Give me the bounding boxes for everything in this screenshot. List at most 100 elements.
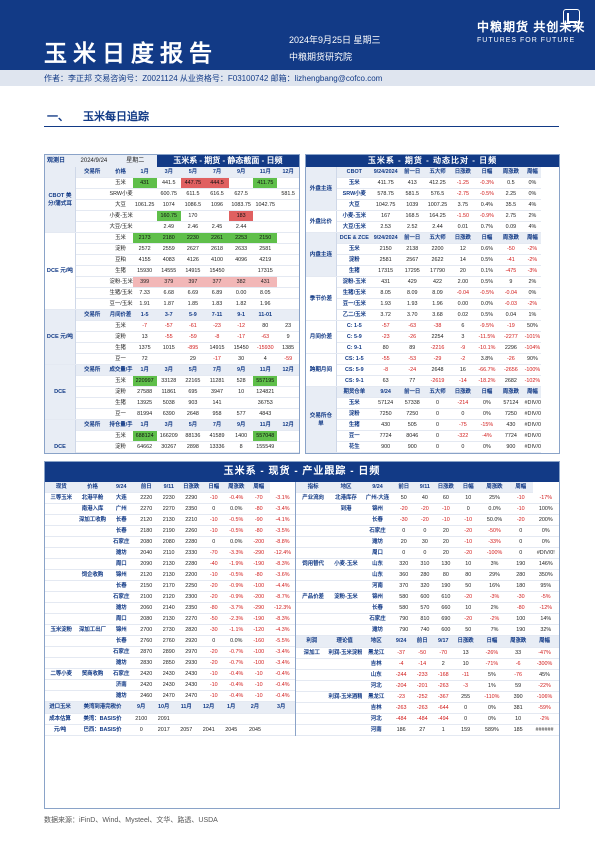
table-cell: -10.1% <box>475 342 499 355</box>
table-cell: -29 <box>424 353 451 366</box>
row-label: 深加工收购 <box>77 514 108 527</box>
table-cell: -9.5% <box>475 320 499 333</box>
table-cell: 30 <box>229 353 254 366</box>
column-header: 地区 <box>361 636 391 648</box>
row-label <box>296 525 331 538</box>
row-label <box>75 254 109 267</box>
table-cell: 6.89 <box>204 287 230 300</box>
table-cell: -0.4% <box>225 492 248 505</box>
table-cell: -244 <box>390 669 412 681</box>
table-cell: 2.44 <box>424 221 451 234</box>
table-row: 河北 -204 -201 -263 -3 1% 59 -22% <box>296 680 559 692</box>
table-cell: 60 <box>435 492 457 505</box>
table-cell: 1015 <box>156 342 181 355</box>
section-heading: 一、 玉米每日追踪 <box>47 108 149 124</box>
row-label <box>75 452 109 453</box>
table-cell: -57 <box>156 320 181 333</box>
row-group-label: 月间价差 <box>306 320 337 355</box>
table-cell: -3% <box>523 265 542 278</box>
table-row: 豆一 7724 8046 0 -322 -4% 7724 #DIV/0! <box>306 430 559 443</box>
table-cell: 146% <box>532 558 559 571</box>
row-label: 大豆/玉米 <box>336 221 372 234</box>
observe-date-row: 观测日 2024/9/24 星期二 玉米系 - 期货 - 静态截面 - 日频 <box>45 155 299 167</box>
table-cell: 0% <box>475 408 499 421</box>
table-cell: 1074 <box>156 199 181 212</box>
table-cell: 10 <box>456 492 481 505</box>
table-cell <box>132 210 157 223</box>
table-cell: 50 <box>393 492 415 505</box>
row-label <box>75 342 109 355</box>
table-cell: 10 <box>456 558 481 571</box>
table-cell: -80 <box>247 525 270 538</box>
table-row: 周口 2080 2130 2270 -50 -2.3% -190 -8.3% <box>45 613 295 626</box>
table-cell <box>277 309 299 322</box>
table-cell: 15450 <box>229 342 254 355</box>
table-cell: -59 <box>277 353 299 366</box>
table-cell: -895 <box>180 342 205 355</box>
table-row: 外盘比价 小麦-玉米 167 168.5 164.25 -1.50 -0.9% 2.75 2% <box>306 210 559 234</box>
table-cell: 小麦-玉米 <box>108 210 133 223</box>
table-cell: 前一日 <box>399 167 425 179</box>
table-cell: -17 <box>229 331 254 344</box>
table-cell: 160.75 <box>156 210 181 223</box>
column-header: 11月 <box>175 702 198 714</box>
table-cell: 1.87 <box>156 298 181 311</box>
table-cell: 1.85 <box>180 298 205 311</box>
table-row: CS: 5-9 -8 -24 2648 16 -66.7% -2656 -100% <box>306 364 559 377</box>
table-cell: -100 <box>247 657 270 670</box>
table-cell: 14 <box>450 254 476 267</box>
table-cell: -23 <box>371 331 400 344</box>
row-label <box>330 525 362 538</box>
table-cell: -190 <box>247 558 270 571</box>
section-number: 一、 <box>47 111 69 123</box>
table-cell: 190 <box>508 624 533 637</box>
table-cell: -263 <box>432 680 454 692</box>
table-cell: -3.7% <box>225 602 248 615</box>
table-cell: 5% <box>477 669 507 681</box>
table-cell: 周幅 <box>523 386 542 399</box>
author-bar: 作者：李正邦 交易咨询号：Z0021124 从业资格号：F03100742 邮箱… <box>0 70 595 86</box>
table-cell: -23 <box>204 320 230 333</box>
row-label <box>75 353 109 366</box>
table-cell: -10 <box>202 690 225 703</box>
table-cell: -0.4% <box>225 668 248 681</box>
table-cell: 20 <box>435 536 457 549</box>
column-header: 周幅 <box>508 482 533 494</box>
table-cell: 3月 <box>156 419 181 432</box>
row-label <box>75 375 109 388</box>
row-label <box>330 547 362 560</box>
table-row: 玉米 431 441.5 447.75 444.5 411.75 <box>45 177 299 190</box>
table-cell: 1086.5 <box>180 199 205 212</box>
table-cell: 1月 <box>132 419 157 432</box>
table-cell: -10 <box>435 503 457 516</box>
table-cell: 447.75 <box>180 177 205 190</box>
table-cell: 2080 <box>135 536 158 549</box>
table-cell: 0% <box>523 188 542 201</box>
table-cell: 900 <box>371 441 400 453</box>
table-cell: 1 <box>432 724 454 736</box>
table-cell: -20 <box>508 514 533 527</box>
table-cell: 0.0% <box>225 503 248 516</box>
table-cell: 2350 <box>180 602 203 615</box>
row-label <box>75 430 109 443</box>
table-cell: 50 <box>456 580 481 593</box>
table-cell: 0 <box>450 408 476 421</box>
table-row: 玉米 -7 -57 -61 -23 -12 80 23 <box>45 320 299 333</box>
table-cell: -3.4% <box>270 646 295 659</box>
table-cell <box>277 232 299 245</box>
row-group-label: 交易所仓单 <box>306 386 337 453</box>
column-header: 9/24 <box>390 636 412 648</box>
table-row: 长春 2760 2760 2920 0 0.0% -160 -5.5% <box>45 635 295 648</box>
table-cell: -10 <box>202 525 225 538</box>
table-cell: 9/24/2024 <box>371 167 400 179</box>
table-cell: 444.5 <box>204 177 230 190</box>
table-row: 小麦-玉米 160.75 170 183 <box>45 210 299 223</box>
table-cell: 80 <box>435 569 457 582</box>
row-label: 吉林 <box>361 702 391 714</box>
table-cell: 1096 <box>204 199 230 212</box>
row-label: 深加工出厂 <box>77 624 108 637</box>
table-cell: 2920 <box>180 635 203 648</box>
table-cell: -22% <box>529 680 559 692</box>
table-cell: 8.09 <box>424 287 451 300</box>
table-cell: 2470 <box>180 690 203 703</box>
